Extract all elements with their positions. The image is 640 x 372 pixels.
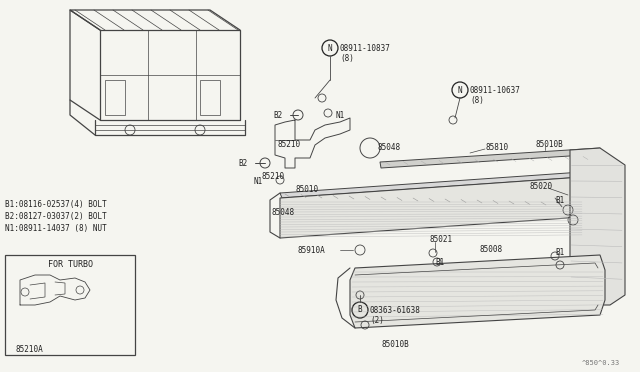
Text: (8): (8): [340, 54, 354, 63]
Text: B1: B1: [555, 196, 564, 205]
Bar: [5, 255, 135, 355]
Text: N1: N1: [335, 111, 344, 120]
Text: B: B: [358, 305, 362, 314]
Text: N1: N1: [253, 177, 262, 186]
Text: 85048: 85048: [378, 143, 401, 152]
Polygon shape: [350, 255, 605, 328]
Text: (8): (8): [470, 96, 484, 105]
Circle shape: [286, 202, 302, 218]
Text: N: N: [328, 44, 332, 52]
Text: B2:08127-03037(2) BOLT: B2:08127-03037(2) BOLT: [5, 212, 107, 221]
Text: 85010: 85010: [295, 185, 318, 194]
Text: 08911-10837: 08911-10837: [340, 44, 391, 53]
Text: 85810: 85810: [485, 143, 508, 152]
Bar: [200, 80, 220, 115]
Text: 08363-61638: 08363-61638: [370, 306, 421, 315]
Text: N1:08911-14037 (8) NUT: N1:08911-14037 (8) NUT: [5, 224, 107, 233]
Text: 85021: 85021: [430, 235, 453, 244]
Text: B1:08116-02537(4) BOLT: B1:08116-02537(4) BOLT: [5, 200, 107, 209]
Text: 85910A: 85910A: [298, 246, 326, 255]
Text: 85210A: 85210A: [15, 345, 43, 354]
Text: 85008: 85008: [480, 245, 503, 254]
Text: N: N: [458, 86, 462, 94]
Text: ^850^0.33: ^850^0.33: [582, 360, 620, 366]
Text: 85010B: 85010B: [535, 140, 563, 149]
Text: 85010B: 85010B: [382, 340, 410, 349]
Polygon shape: [380, 148, 601, 168]
Text: B1: B1: [555, 248, 564, 257]
Text: B2: B2: [238, 159, 247, 168]
Circle shape: [360, 138, 380, 158]
Bar: [105, 80, 125, 115]
Text: B2: B2: [273, 111, 282, 120]
Text: 08911-10637: 08911-10637: [470, 86, 521, 95]
Polygon shape: [280, 172, 584, 198]
Text: 85048: 85048: [272, 208, 295, 217]
Text: FOR TURBO: FOR TURBO: [47, 260, 93, 269]
Polygon shape: [570, 148, 625, 305]
Text: 85210: 85210: [262, 172, 285, 181]
Text: 85020: 85020: [530, 182, 553, 191]
Text: 85210: 85210: [278, 140, 301, 149]
Text: B1: B1: [435, 258, 444, 267]
Text: (2): (2): [370, 316, 384, 325]
Polygon shape: [280, 177, 582, 238]
